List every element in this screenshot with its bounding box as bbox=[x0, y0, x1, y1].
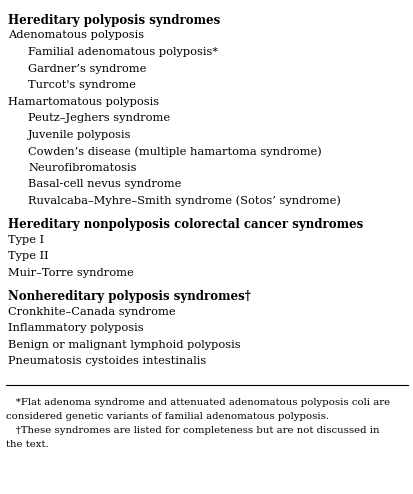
Text: Neurofibromatosis: Neurofibromatosis bbox=[28, 163, 136, 172]
Text: Pneumatosis cystoides intestinalis: Pneumatosis cystoides intestinalis bbox=[8, 356, 206, 366]
Text: Adenomatous polyposis: Adenomatous polyposis bbox=[8, 31, 144, 41]
Text: Ruvalcaba–Myhre–Smith syndrome (Sotos’ syndrome): Ruvalcaba–Myhre–Smith syndrome (Sotos’ s… bbox=[28, 196, 340, 206]
Text: Hereditary nonpolyposis colorectal cancer syndromes: Hereditary nonpolyposis colorectal cance… bbox=[8, 218, 362, 231]
Text: the text.: the text. bbox=[6, 440, 49, 449]
Text: considered genetic variants of familial adenomatous polyposis.: considered genetic variants of familial … bbox=[6, 412, 328, 421]
Text: Gardner’s syndrome: Gardner’s syndrome bbox=[28, 64, 146, 74]
Text: Basal-cell nevus syndrome: Basal-cell nevus syndrome bbox=[28, 179, 181, 189]
Text: Type II: Type II bbox=[8, 251, 48, 261]
Text: Turcot's syndrome: Turcot's syndrome bbox=[28, 80, 135, 90]
Text: Cowden’s disease (multiple hamartoma syndrome): Cowden’s disease (multiple hamartoma syn… bbox=[28, 146, 321, 157]
Text: Type I: Type I bbox=[8, 235, 44, 245]
Text: Cronkhite–Canada syndrome: Cronkhite–Canada syndrome bbox=[8, 306, 175, 317]
Text: Muir–Torre syndrome: Muir–Torre syndrome bbox=[8, 267, 133, 278]
Text: †These syndromes are listed for completeness but are not discussed in: †These syndromes are listed for complete… bbox=[6, 426, 379, 435]
Text: Peutz–Jeghers syndrome: Peutz–Jeghers syndrome bbox=[28, 113, 170, 123]
Text: Nonhereditary polyposis syndromes†: Nonhereditary polyposis syndromes† bbox=[8, 290, 250, 303]
Text: *Flat adenoma syndrome and attenuated adenomatous polyposis coli are: *Flat adenoma syndrome and attenuated ad… bbox=[6, 398, 389, 407]
Text: Juvenile polyposis: Juvenile polyposis bbox=[28, 129, 131, 139]
Text: Familial adenomatous polyposis*: Familial adenomatous polyposis* bbox=[28, 47, 218, 57]
Text: Benign or malignant lymphoid polyposis: Benign or malignant lymphoid polyposis bbox=[8, 339, 240, 349]
Text: Hamartomatous polyposis: Hamartomatous polyposis bbox=[8, 96, 159, 107]
Text: Inflammatory polyposis: Inflammatory polyposis bbox=[8, 323, 143, 333]
Text: Hereditary polyposis syndromes: Hereditary polyposis syndromes bbox=[8, 14, 220, 27]
